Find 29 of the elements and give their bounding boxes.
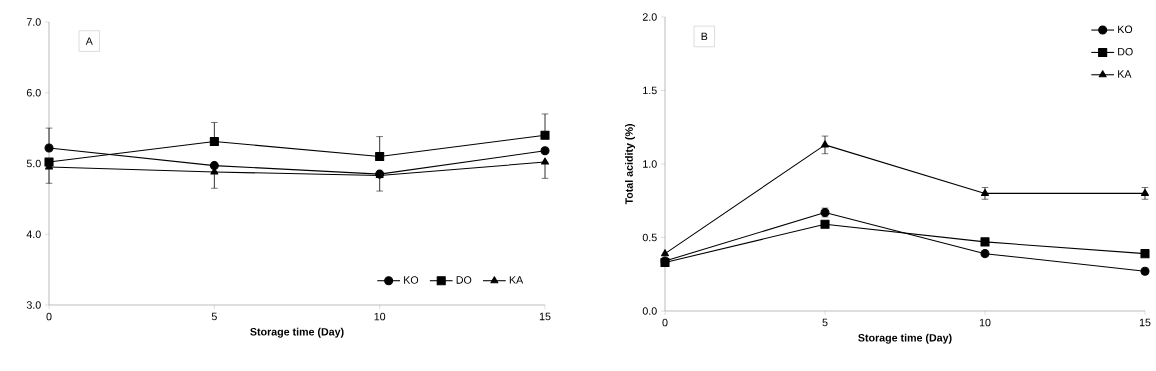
x-tick-label: 15: [1139, 318, 1151, 327]
x-tick-label: 0: [46, 312, 52, 321]
y-tick-label: 6.0: [26, 88, 41, 97]
legend-label: KA: [509, 276, 524, 284]
x-tick-label: 15: [539, 312, 551, 321]
legend-label: KA: [1118, 70, 1132, 78]
x-axis-title: Storage time (Day): [250, 327, 344, 338]
x-tick-label: 5: [211, 312, 217, 321]
y-tick-label: 2.0: [642, 13, 657, 21]
x-tick-label: 10: [979, 318, 991, 327]
y-tick-label: 1.5: [643, 86, 657, 95]
legend-label: DO: [1118, 47, 1133, 56]
x-axis-title: Storage time (Day): [858, 333, 952, 344]
y-tick-label: 1.0: [643, 160, 657, 168]
y-tick-label: 7.0: [26, 18, 41, 26]
legend-label: DO: [456, 276, 472, 284]
annotation: B: [701, 32, 708, 41]
x-tick-label: 0: [662, 318, 668, 327]
x-tick-label: 10: [374, 312, 386, 321]
legend-label: KO: [1118, 25, 1133, 34]
y-tick-label: 4.0: [26, 230, 41, 239]
y-tick-label: 5.0: [26, 159, 41, 168]
annotation: A: [85, 37, 93, 45]
y-tick-label: 3.0: [26, 301, 41, 309]
legend-label: KO: [404, 276, 419, 284]
y-axis-title: Total acidity (%): [625, 124, 635, 205]
y-tick-label: 0.5: [642, 233, 657, 242]
x-tick-label: 5: [822, 318, 828, 327]
y-tick-label: 0.0: [642, 307, 657, 315]
